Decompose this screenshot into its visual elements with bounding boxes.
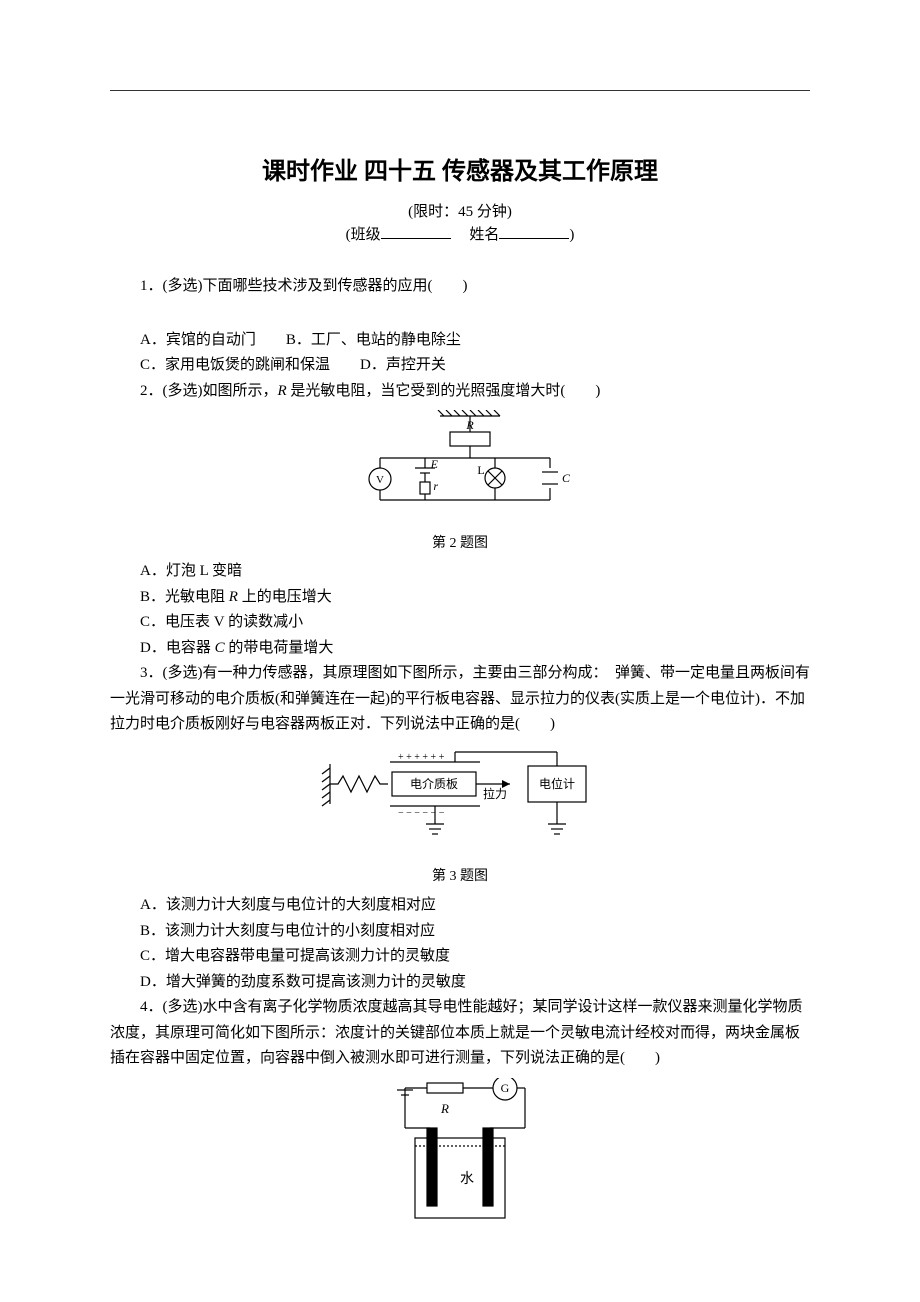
q2-D-pre: D．电容器 — [140, 640, 215, 656]
q4-G-label: G — [501, 1081, 510, 1095]
q2-circuit-svg: V R E r L C — [350, 410, 570, 520]
q2-A: A．灯泡 L 变暗 — [140, 559, 810, 585]
q3-svg: + + + + + + − − − − − − — [310, 744, 610, 854]
q2-figure: V R E r L C 第 2 题图 — [110, 410, 810, 555]
q1-C: C．家用电饭煲的跳闸和保温 — [140, 357, 330, 373]
close-paren: ) — [569, 227, 574, 243]
q2-E-label: E — [430, 457, 439, 471]
q3-caption: 第 3 题图 — [110, 865, 810, 889]
q2-options: A．灯泡 L 变暗 B．光敏电阻 R 上的电压增大 C．电压表 V 的读数减小 … — [140, 559, 810, 661]
top-rule — [110, 90, 810, 91]
q3-options: A．该测力计大刻度与电位计的大刻度相对应 B．该测力计大刻度与电位计的小刻度相对… — [140, 893, 810, 995]
q1-A: A．宾馆的自动门 — [140, 332, 256, 348]
q2-stem-post: 是光敏电阻，当它受到的光照强度增大时( ) — [287, 383, 601, 399]
worksheet-page: 课时作业 四十五 传感器及其工作原理 (限时：45 分钟) (班级 姓名) 1．… — [0, 0, 920, 1302]
q4-svg: R G 水 — [375, 1078, 545, 1228]
svg-text:− − − − − −: − − − − − − — [398, 808, 445, 819]
svg-text:+ + + + + +: + + + + + + — [398, 752, 445, 763]
q2-B-pre: B．光敏电阻 — [140, 589, 229, 605]
q2-caption: 第 2 题图 — [110, 532, 810, 556]
q2-C-label: C — [562, 471, 570, 485]
q3-C: C．增大电容器带电量可提高该测力计的灵敏度 — [140, 944, 810, 970]
q4-R-label: R — [440, 1101, 449, 1116]
q3-B: B．该测力计大刻度与电位计的小刻度相对应 — [140, 919, 810, 945]
q3-stem: 3．(多选)有一种力传感器，其原理图如下图所示，主要由三部分构成： 弹簧、带一定… — [110, 661, 810, 738]
q4-stem: 4．(多选)水中含有离子化学物质浓度越高其导电性能越好；某同学设计这样一款仪器来… — [110, 995, 810, 1072]
q2-stem: 2．(多选)如图所示，R 是光敏电阻，当它受到的光照强度增大时( ) — [110, 379, 810, 405]
q2-B: B．光敏电阻 R 上的电压增大 — [140, 585, 810, 611]
q3-pull-label: 拉力 — [483, 786, 507, 801]
name-line: (班级 姓名) — [110, 223, 810, 244]
q1-opt-cd: C．家用电饭煲的跳闸和保温 D．声控开关 — [140, 353, 810, 379]
q2-C: C．电压表 V 的读数减小 — [140, 610, 810, 636]
class-label: (班级 — [346, 227, 381, 243]
q1-D: D．声控开关 — [360, 357, 446, 373]
name-label: 姓名 — [469, 227, 499, 243]
q2-D-C: C — [215, 640, 225, 656]
q2-V-label: V — [376, 474, 384, 486]
q2-B-R: R — [229, 589, 238, 605]
q1-opt-ab: A．宾馆的自动门 B．工厂、电站的静电除尘 — [140, 328, 810, 354]
questions: 1．(多选)下面哪些技术涉及到传感器的应用( ) A．宾馆的自动门 B．工厂、电… — [110, 274, 810, 1237]
class-blank[interactable] — [381, 223, 451, 239]
q3-D: D．增大弹簧的劲度系数可提高该测力计的灵敏度 — [140, 970, 810, 996]
q2-L-label: L — [477, 463, 484, 477]
q3-dielectric-label: 电介质板 — [410, 777, 458, 791]
q2-D-post: 的带电荷量增大 — [225, 640, 334, 656]
q3-figure: + + + + + + − − − − − − — [110, 744, 810, 889]
q1-options: A．宾馆的自动门 B．工厂、电站的静电除尘 C．家用电饭煲的跳闸和保温 D．声控… — [140, 328, 810, 379]
q3-meter-label: 电位计 — [539, 776, 575, 791]
q2-stem-R: R — [278, 383, 287, 399]
q2-D: D．电容器 C 的带电荷量增大 — [140, 636, 810, 662]
q2-R-label: R — [465, 418, 474, 432]
name-blank[interactable] — [499, 223, 569, 239]
time-limit: (限时：45 分钟) — [110, 200, 810, 221]
q2-B-post: 上的电压增大 — [238, 589, 332, 605]
q1-B: B．工厂、电站的静电除尘 — [286, 332, 461, 348]
q4-water-label: 水 — [460, 1171, 474, 1187]
q1-stem: 1．(多选)下面哪些技术涉及到传感器的应用( ) — [110, 274, 810, 300]
page-title: 课时作业 四十五 传感器及其工作原理 — [110, 151, 810, 186]
q3-A: A．该测力计大刻度与电位计的大刻度相对应 — [140, 893, 810, 919]
q2-r-label: r — [433, 479, 438, 493]
q4-figure: R G 水 — [110, 1078, 810, 1238]
q2-stem-pre: 2．(多选)如图所示， — [140, 383, 278, 399]
